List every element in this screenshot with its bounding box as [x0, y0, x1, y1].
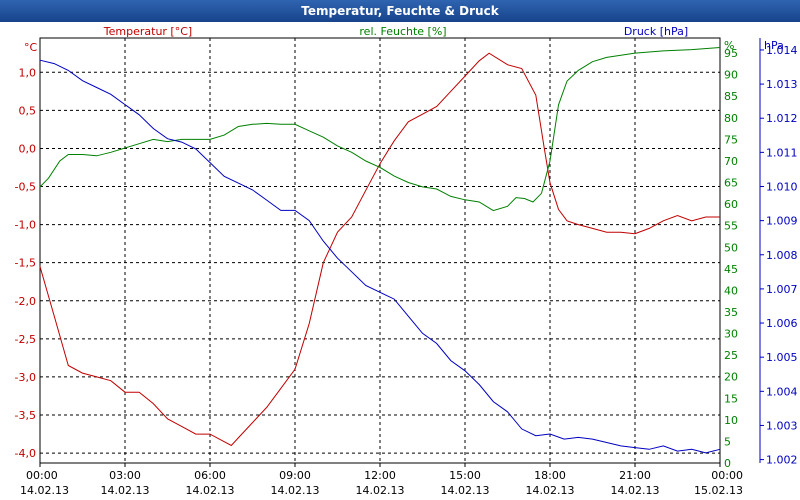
temperature-tick-label: 1,0	[19, 66, 37, 79]
temperature-tick-label: -3,0	[15, 371, 36, 384]
humidity-tick-label: 60	[724, 198, 738, 211]
humidity-axis-label: rel. Feuchte [%]	[359, 25, 446, 38]
x-tick-date: 14.02.13	[526, 484, 575, 497]
x-tick-time: 06:00	[194, 469, 226, 482]
humidity-tick-label: 95	[724, 47, 738, 60]
series-layer	[39, 47, 721, 454]
temperature-tick-labels: 1,0 0,5 0,0 -0,5 -1,0 -1,5 -2,0 -2,5 -3,0 -3,5 -4,…	[15, 66, 36, 460]
humidity-tick-label: 0	[724, 457, 731, 470]
humidity-tick-label: 90	[724, 69, 738, 82]
x-tick-date: 14.02.13	[356, 484, 405, 497]
temperature-tick-label: -1,5	[15, 257, 36, 270]
humidity-tick-label: 25	[724, 349, 738, 362]
pressure-tick-label: 1.009	[766, 215, 798, 228]
pressure-tick-label: 1.002	[766, 454, 798, 467]
humidity-tick-label: 20	[724, 371, 738, 384]
x-tick-time: 12:00	[364, 469, 396, 482]
x-tick-time: 21:00	[619, 469, 651, 482]
window-title: Temperatur, Feuchte & Druck	[0, 0, 800, 22]
series-line-temperature	[39, 52, 720, 447]
humidity-unit: %	[724, 39, 734, 52]
humidity-tick-label: 45	[724, 263, 738, 276]
temperature-tick-label: -2,0	[15, 295, 36, 308]
temperature-tick-label: -3,5	[15, 409, 36, 422]
pressure-tick-label: 1.006	[766, 317, 798, 330]
x-tick-date: 14.02.13	[441, 484, 490, 497]
temperature-tick-label: -1,0	[15, 219, 36, 232]
pressure-tick-label: 1.004	[766, 385, 798, 398]
pressure-tick-label: 1.005	[766, 351, 798, 364]
pressure-tick-label: 1.013	[766, 78, 798, 91]
humidity-tick-label: 15	[724, 392, 738, 405]
humidity-tick-label: 50	[724, 241, 738, 254]
x-tick-time: 00:00	[711, 469, 743, 482]
pressure-tick-labels: 1.014 1.013 1.012 1.011 1.010 1.009 1.008 1.007…	[760, 44, 798, 467]
x-tick-date: 14.02.13	[271, 484, 320, 497]
pressure-tick-label: 1.010	[766, 180, 798, 193]
humidity-tick-label: 75	[724, 133, 738, 146]
humidity-tick-label: 70	[724, 155, 738, 168]
pressure-tick-label: 1.007	[766, 283, 798, 296]
x-tick-labels: 00:00 14.02.13 03:00 14.02.13 06:00 14.02.13 0…	[20, 463, 743, 497]
pressure-tick-label: 1.003	[766, 419, 798, 432]
temperature-tick-label: -0,5	[15, 181, 36, 194]
pressure-tick-label: 1.014	[766, 44, 798, 57]
x-tick-date: 14.02.13	[20, 484, 69, 497]
series-line-humidity	[39, 47, 721, 212]
x-tick-date: 14.02.13	[611, 484, 660, 497]
x-tick-time: 03:00	[109, 469, 141, 482]
x-tick-time: 18:00	[534, 469, 566, 482]
humidity-tick-label: 80	[724, 112, 738, 125]
temperature-axis-label: Temperatur [°C]	[103, 25, 192, 38]
pressure-tick-label: 1.011	[766, 146, 798, 159]
x-tick-time: 15:00	[449, 469, 481, 482]
humidity-tick-label: 85	[724, 90, 738, 103]
humidity-tick-label: 55	[724, 220, 738, 233]
pressure-axis-label: Druck [hPa]	[624, 25, 688, 38]
humidity-tick-label: 10	[724, 414, 738, 427]
pressure-unit: hPa	[764, 39, 784, 52]
x-tick-date: 15.02.13	[694, 484, 743, 497]
x-tick-date: 14.02.13	[101, 484, 150, 497]
humidity-tick-label: 40	[724, 284, 738, 297]
temperature-tick-label: 0,0	[19, 142, 37, 155]
pressure-tick-label: 1.008	[766, 249, 798, 262]
humidity-tick-label: 35	[724, 306, 738, 319]
temperature-tick-label: 0,5	[19, 104, 37, 117]
humidity-tick-label: 65	[724, 177, 738, 190]
temperature-unit: °C	[24, 41, 38, 54]
temperature-tick-label: -2,5	[15, 333, 36, 346]
x-tick-time: 09:00	[279, 469, 311, 482]
humidity-tick-label: 5	[724, 435, 731, 448]
grid	[40, 38, 720, 463]
humidity-tick-label: 30	[724, 328, 738, 341]
x-tick-time: 00:00	[26, 469, 58, 482]
series-line-pressure	[39, 59, 721, 454]
temperature-tick-label: -4,0	[15, 447, 36, 460]
pressure-tick-label: 1.012	[766, 112, 798, 125]
x-tick-date: 14.02.13	[186, 484, 235, 497]
